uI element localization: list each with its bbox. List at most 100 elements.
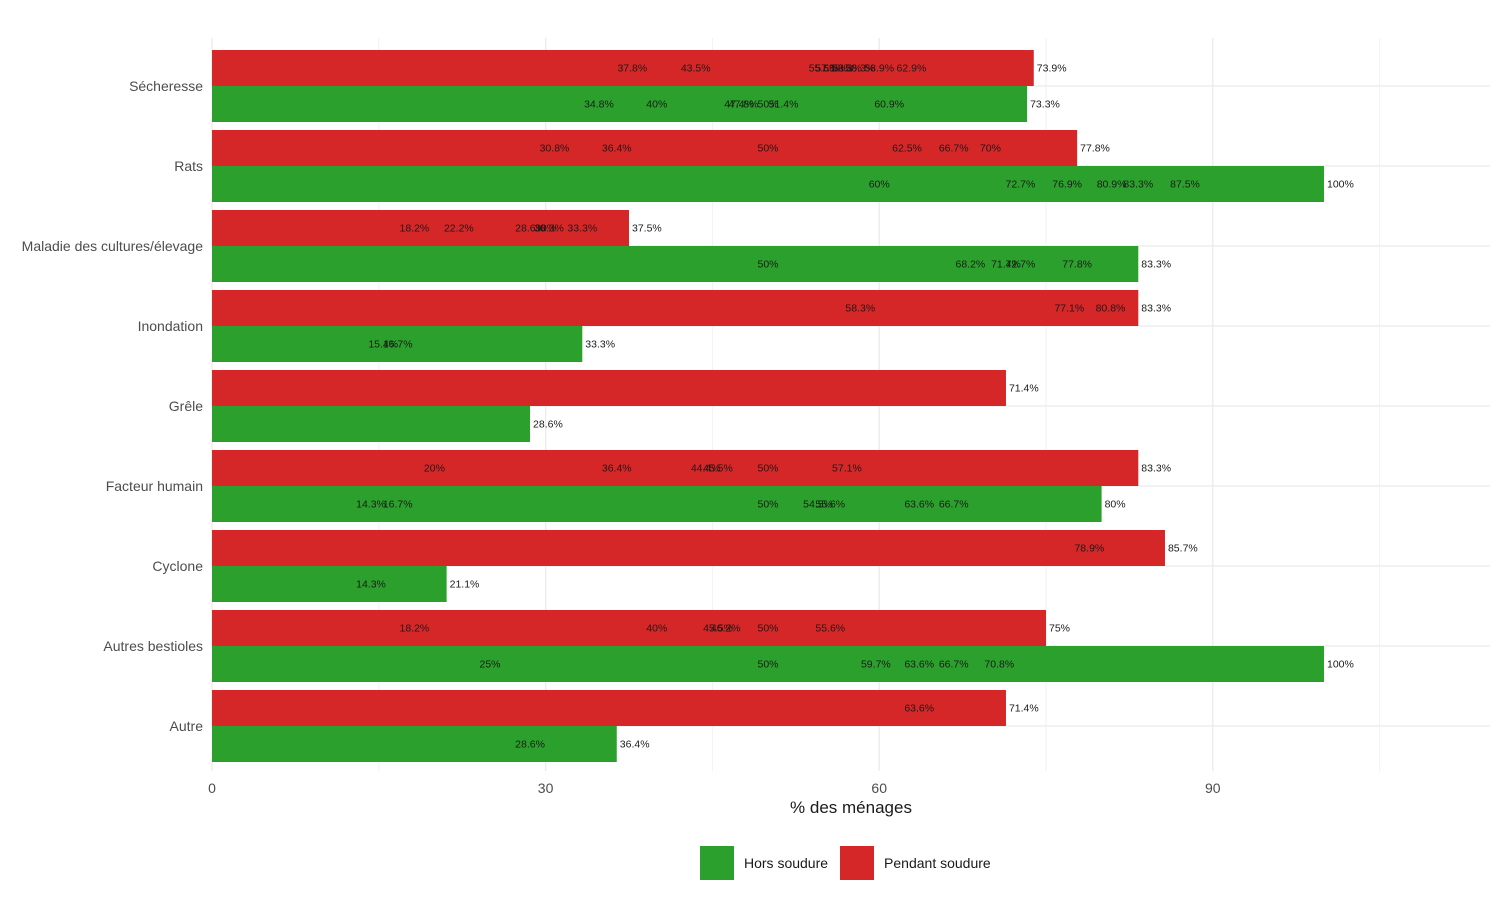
bar-inner-label: 33.3% xyxy=(567,223,597,235)
bar-inner-label: 15.4% xyxy=(368,339,398,351)
bar-inner-label: 63.6% xyxy=(904,703,934,715)
bar-end-label: 83.3% xyxy=(1141,463,1171,475)
bar-end-label: 71.4% xyxy=(1009,383,1039,395)
x-tick-label: 0 xyxy=(208,780,216,796)
bar-pendant-soudure-maladie-des-cultures-elevage xyxy=(212,210,629,246)
bar-inner-label: 80.8% xyxy=(1096,303,1126,315)
bar-inner-label: 66.7% xyxy=(939,499,969,511)
bar-end-label: 100% xyxy=(1327,659,1354,671)
bar-inner-label: 40% xyxy=(646,99,667,111)
bar-end-label: 83.3% xyxy=(1141,259,1171,271)
bar-inner-label: 54.5% xyxy=(803,499,833,511)
legend-item-hors-soudure: Hors soudure xyxy=(700,846,828,880)
bar-end-label: 80% xyxy=(1105,499,1126,511)
bar-inner-label: 66.7% xyxy=(939,659,969,671)
bar-layer xyxy=(212,50,1324,762)
bar-inner-label: 51.4% xyxy=(769,99,799,111)
x-tick-label: 60 xyxy=(871,780,887,796)
bar-inner-label: 28.6% xyxy=(515,223,545,235)
bar-pendant-soudure-autre xyxy=(212,690,1006,726)
bar-inner-label: 66.7% xyxy=(939,143,969,155)
bar-end-label: 73.3% xyxy=(1030,99,1060,111)
bar-end-label: 28.6% xyxy=(533,419,563,431)
bar-inner-label: 77.1% xyxy=(1054,303,1084,315)
bar-end-label: 73.9% xyxy=(1037,63,1067,75)
bar-inner-label: 59.7% xyxy=(861,659,891,671)
bar-end-label: 75% xyxy=(1049,623,1070,635)
bar-inner-label: 57.1% xyxy=(815,63,845,75)
bar-inner-label: 45.5% xyxy=(703,623,733,635)
bar-inner-label: 58.9% xyxy=(864,63,894,75)
bar-inner-label: 44.4% xyxy=(691,463,721,475)
bar-end-label: 77.8% xyxy=(1080,143,1110,155)
bar-inner-label: 60% xyxy=(869,179,890,191)
legend: Hors soudure Pendant soudure xyxy=(700,846,1003,880)
bar-inner-label: 16.7% xyxy=(383,499,413,511)
bar-inner-label: 36.4% xyxy=(602,143,632,155)
bar-inner-label: 46.2% xyxy=(711,623,741,635)
bar-inner-label: 60.9% xyxy=(874,99,904,111)
bar-inner-label: 34.8% xyxy=(584,99,614,111)
legend-swatch-hors-soudure xyxy=(700,846,734,880)
bar-end-label: 36.4% xyxy=(620,739,650,751)
bar-inner-label: 14.3% xyxy=(356,579,386,591)
bar-inner-label: 55.6% xyxy=(815,623,845,635)
bar-inner-label: 57.1% xyxy=(832,463,862,475)
bar-inner-label: 58.3% xyxy=(845,63,875,75)
bar-inner-label: 22.2% xyxy=(444,223,474,235)
bar-inner-label: 58.3% xyxy=(823,63,853,75)
bar-hors-soudure-grele xyxy=(212,406,531,442)
bar-inner-label: 62.5% xyxy=(892,143,922,155)
bar-pendant-soudure-facteur-humain xyxy=(212,450,1139,486)
bar-pendant-soudure-rats xyxy=(212,130,1078,166)
y-category-label: Inondation xyxy=(138,318,203,334)
legend-item-pendant-soudure: Pendant soudure xyxy=(840,846,991,880)
bar-inner-label: 71.4% xyxy=(991,259,1021,271)
bar-inner-label: 55.6% xyxy=(815,499,845,511)
bar-pendant-soudure-inondation xyxy=(212,290,1139,326)
bar-inner-label: 68.2% xyxy=(955,259,985,271)
bar-hors-soudure-rats xyxy=(212,166,1324,202)
bar-inner-label: 50% xyxy=(757,143,778,155)
bar-inner-label: 63.6% xyxy=(904,499,934,511)
bar-inner-label: 40% xyxy=(646,623,667,635)
bar-inner-label: 76.9% xyxy=(1052,179,1082,191)
bar-inner-label: 55.6% xyxy=(809,63,839,75)
bar-inner-label: 47.4% xyxy=(724,99,754,111)
bar-inner-label: 62.9% xyxy=(897,63,927,75)
y-category-label: Rats xyxy=(174,158,203,174)
bar-hors-soudure-inondation xyxy=(212,326,583,362)
bar-inner-label: 58.3% xyxy=(845,303,875,315)
legend-label-pendant-soudure: Pendant soudure xyxy=(884,855,991,871)
bar-inner-label: 30.3% xyxy=(534,223,564,235)
bar-inner-label: 72.7% xyxy=(1006,179,1036,191)
y-category-label: Cyclone xyxy=(152,558,203,574)
bar-inner-label: 18.2% xyxy=(399,223,429,235)
bar-end-label: 85.7% xyxy=(1168,543,1198,555)
bar-hors-soudure-maladie-des-cultures-elevage xyxy=(212,246,1139,282)
bar-inner-label: 20% xyxy=(424,463,445,475)
bar-end-label: 100% xyxy=(1327,179,1354,191)
bar-inner-label: 28.6% xyxy=(515,739,545,751)
x-tick-label: 90 xyxy=(1205,780,1221,796)
bar-inner-label: 47.8% xyxy=(729,99,759,111)
y-category-label: Facteur humain xyxy=(106,478,203,494)
bar-inner-label: 87.5% xyxy=(1170,179,1200,191)
bar-inner-label: 78.9% xyxy=(1074,543,1104,555)
bar-inner-label: 70.8% xyxy=(984,659,1014,671)
bar-inner-label: 18.2% xyxy=(399,623,429,635)
bar-pendant-soudure-grele xyxy=(212,370,1006,406)
label-layer: 73.9%37.8% 43.5% 55.6%57.1%58.3%58.3%58.3%… xyxy=(356,63,1354,751)
bar-inner-label: 50% xyxy=(757,99,778,111)
bar-end-label: 33.3% xyxy=(585,339,615,351)
bar-end-label: 83.3% xyxy=(1141,303,1171,315)
bar-inner-label: 37.8% xyxy=(617,63,647,75)
bar-inner-label: 58.3% xyxy=(832,63,862,75)
bar-hors-soudure-autre xyxy=(212,726,617,762)
bar-inner-label: 43.5% xyxy=(681,63,711,75)
bar-inner-label: 72.7% xyxy=(1006,259,1036,271)
bar-pendant-soudure-autres-bestioles xyxy=(212,610,1046,646)
bar-end-label: 71.4% xyxy=(1009,703,1039,715)
